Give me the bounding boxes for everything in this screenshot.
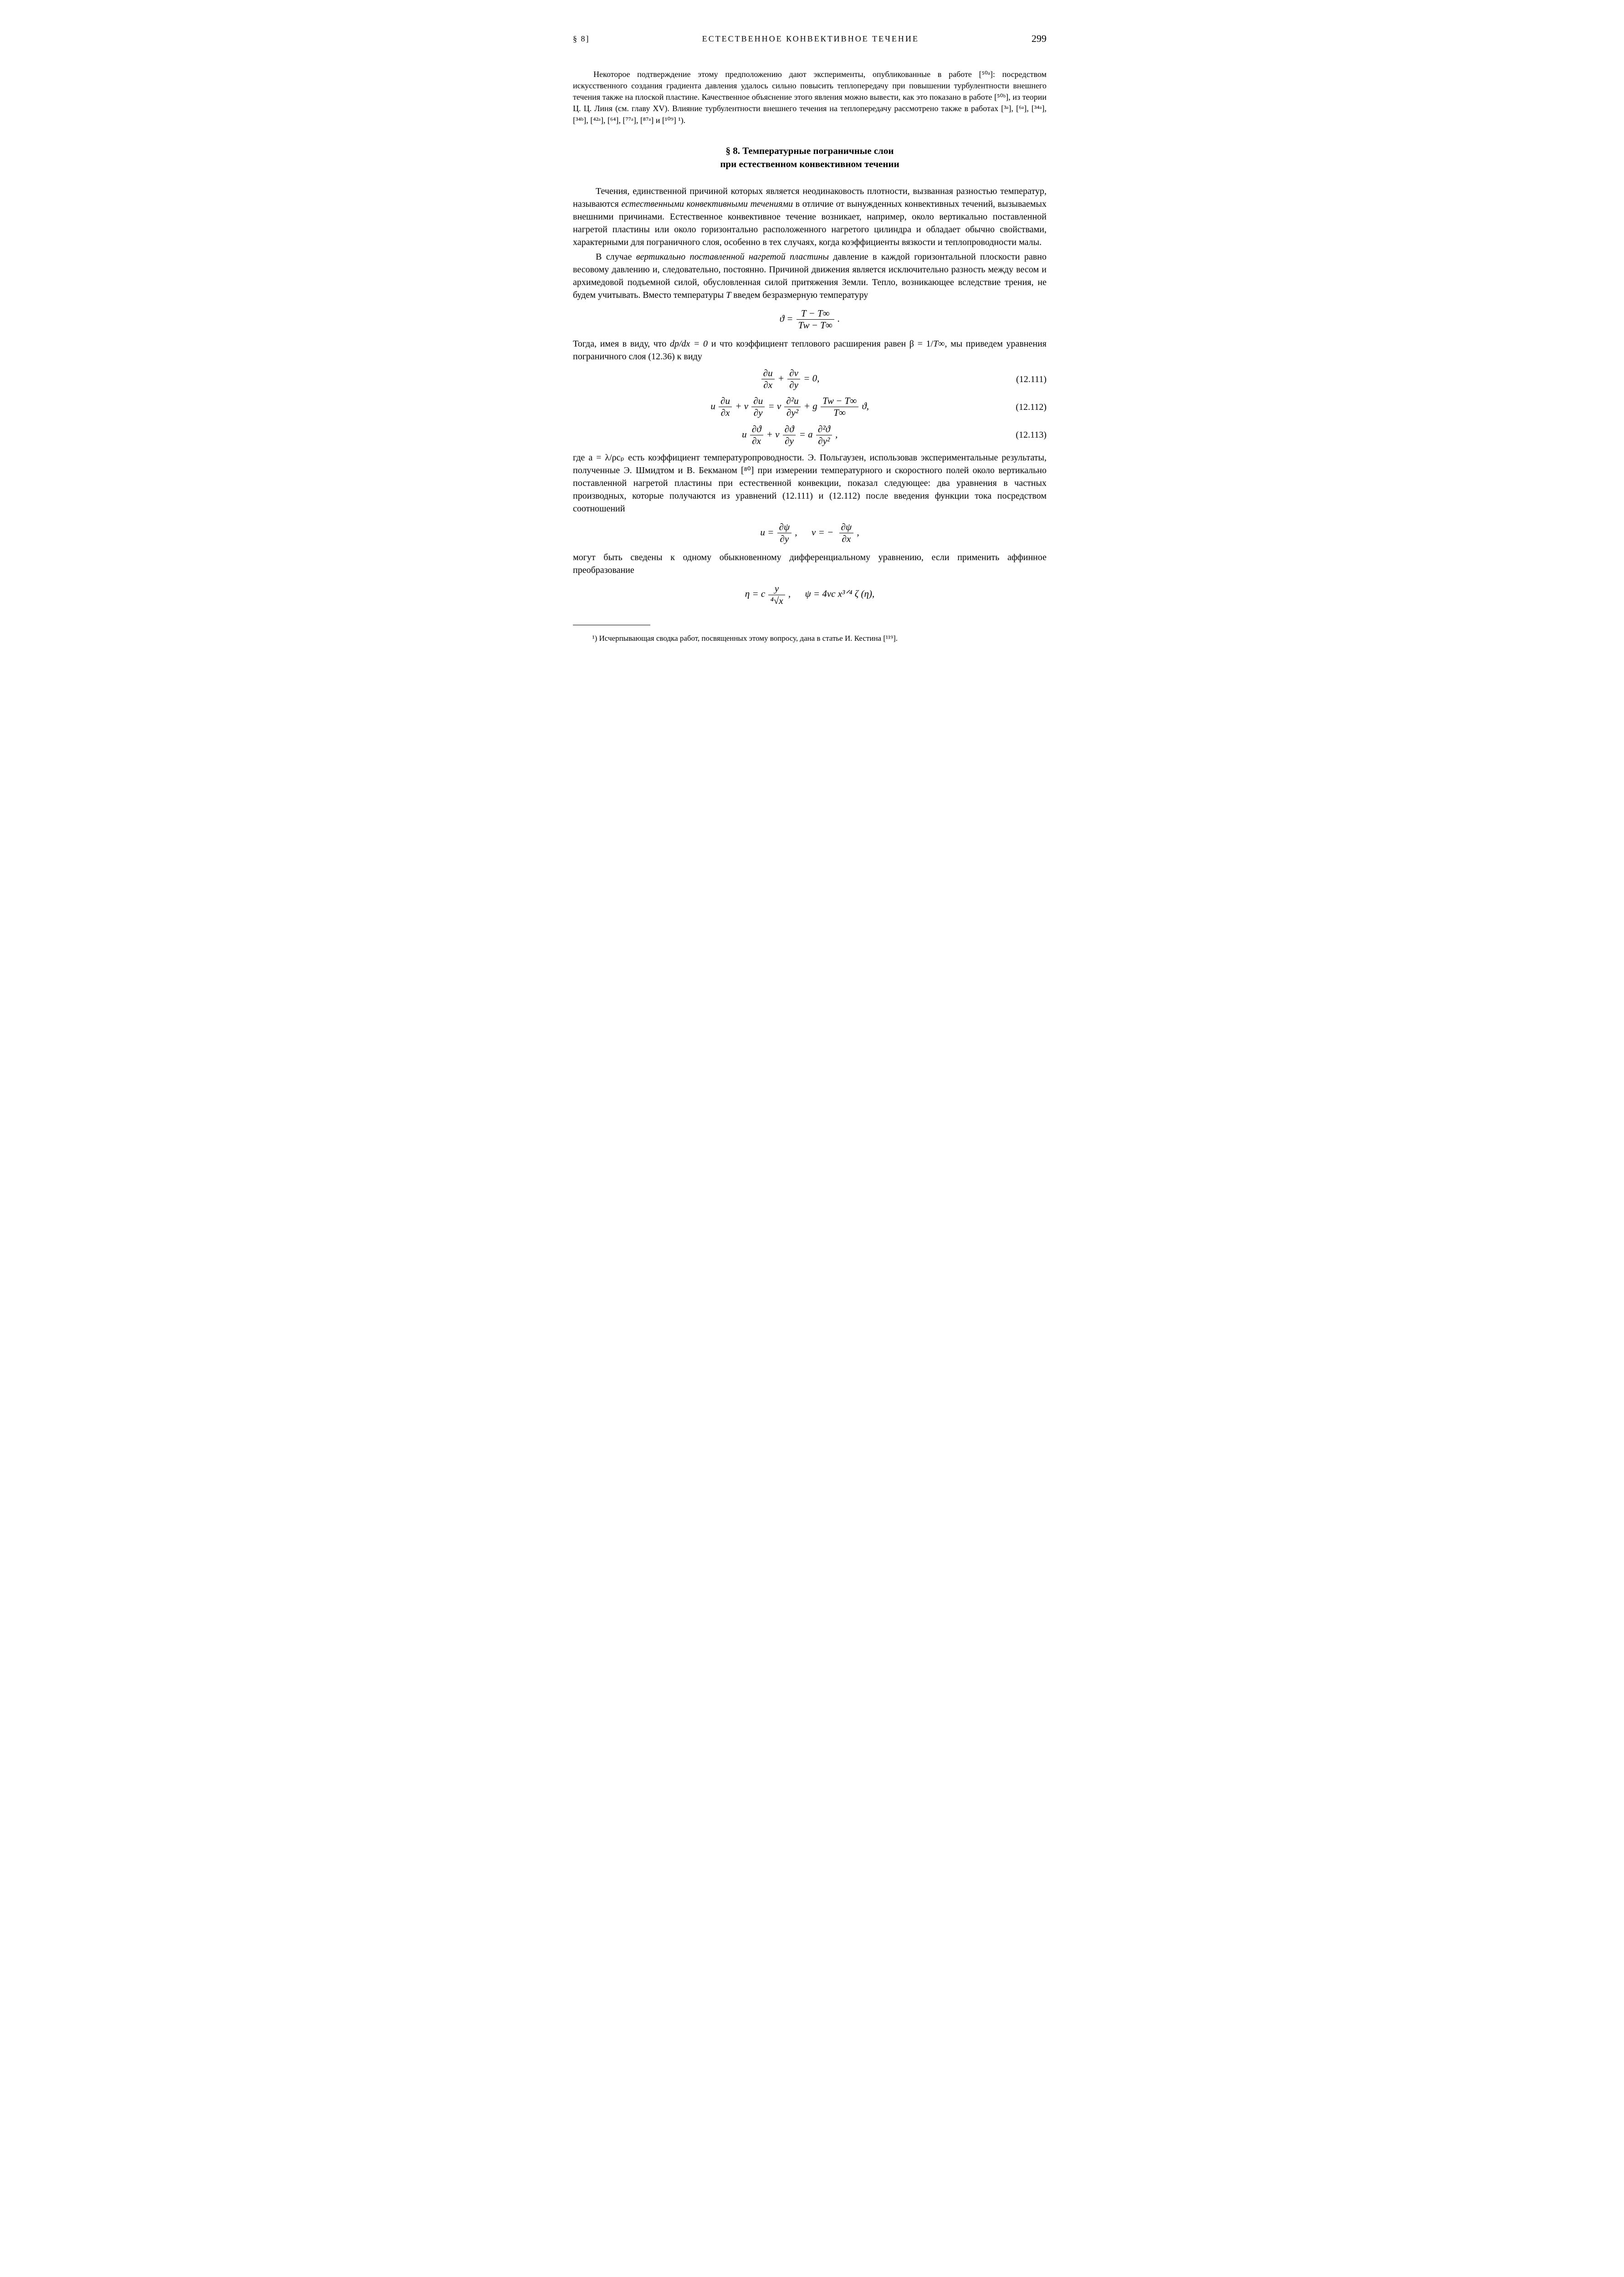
paragraph-3: Тогда, имея в виду, что dp/dx = 0 и что …	[573, 337, 1047, 363]
numerator: y	[768, 583, 785, 595]
fraction: ∂ψ ∂x	[839, 521, 853, 545]
emphasis: естественными конвективными течениями	[621, 199, 793, 209]
numerator: T − T∞	[797, 308, 834, 320]
math-inline: T	[726, 290, 731, 300]
denominator: ∂y²	[784, 407, 800, 419]
eq-tail: = 0,	[801, 373, 819, 383]
fraction: ∂²u ∂y²	[784, 395, 800, 419]
denominator: ∂y	[783, 435, 796, 447]
text-span: Тогда, имея в виду, что	[573, 339, 670, 349]
denominator: ∂y	[787, 379, 800, 391]
fraction: ∂u ∂x	[719, 395, 732, 419]
equation-number: (12.112)	[1006, 401, 1047, 414]
eq-tail: .	[835, 313, 840, 324]
math-inline: v	[744, 401, 748, 412]
fraction: Tᴡ − T∞ T∞	[821, 395, 858, 419]
equation-number: (12.111)	[1007, 373, 1047, 386]
fraction: ∂v ∂y	[787, 368, 800, 391]
op: = ν	[766, 401, 781, 412]
math-inline: η = c	[745, 588, 768, 599]
denominator: ∂y	[777, 533, 792, 545]
math-inline: u =	[760, 527, 774, 538]
denominator: ∂y²	[816, 435, 832, 447]
text-span: введем безразмерную температуру	[731, 290, 868, 300]
equation-eta: η = c y ⁴√x , ψ = 4νc x³ᐟ⁴ ζ (η),	[573, 583, 1047, 606]
equation-12-113: u ∂ϑ ∂x + v ∂ϑ ∂y = a ∂²ϑ ∂y² , (12.113)	[573, 424, 1047, 447]
numerator: ∂ψ	[777, 521, 792, 533]
numerator: ∂²ϑ	[816, 424, 832, 435]
denominator: ∂x	[719, 407, 732, 419]
math-inline: u	[710, 401, 715, 412]
text-span: В случае	[596, 252, 636, 262]
fraction: y ⁴√x	[768, 583, 785, 606]
math-inline: u	[742, 429, 747, 439]
numerator: ∂ϑ	[783, 424, 796, 435]
math-inline: , ψ = 4νc x³ᐟ⁴ ζ (η),	[786, 588, 875, 599]
op: +	[733, 401, 744, 412]
fraction: T − T∞ Tᴡ − T∞	[797, 308, 834, 331]
numerator: Tᴡ − T∞	[821, 395, 858, 407]
eq-lhs: ϑ =	[780, 313, 793, 324]
section-line-2: при естественном конвективном течении	[720, 158, 899, 169]
header-center: ЕСТЕСТВЕННОЕ КОНВЕКТИВНОЕ ТЕЧЕНИЕ	[590, 33, 1032, 45]
numerator: ∂u	[719, 395, 732, 407]
paragraph-1: Течения, единственной причиной которых я…	[573, 185, 1047, 249]
equation-12-111: ∂u ∂x + ∂v ∂y = 0, (12.111)	[573, 368, 1047, 391]
fraction: ∂ϑ ∂x	[750, 424, 763, 447]
numerator: ∂²u	[784, 395, 800, 407]
numerator: ∂ϑ	[750, 424, 763, 435]
math-inline: dp/dx = 0	[670, 339, 708, 349]
equation-number: (12.113)	[1006, 429, 1047, 441]
math-inline: v	[775, 429, 779, 439]
fraction: ∂ϑ ∂y	[783, 424, 796, 447]
denominator: ∂x	[761, 379, 775, 391]
header-left: § 8]	[573, 33, 590, 45]
denominator: T∞	[821, 407, 858, 419]
denominator: ∂x	[750, 435, 763, 447]
numerator: ∂ψ	[839, 521, 853, 533]
equation-12-112: u ∂u ∂x + v ∂u ∂y = ν ∂²u ∂y² + g Tᴡ − T…	[573, 395, 1047, 419]
fraction: ∂u ∂y	[751, 395, 765, 419]
op: + g	[802, 401, 820, 412]
section-line-1: § 8. Температурные пограничные слои	[725, 145, 894, 156]
page-number: 299	[1032, 32, 1047, 46]
paragraph-5: могут быть сведены к одному обыкновенном…	[573, 551, 1047, 577]
intro-paragraph: Некоторое подтверждение этому предположе…	[573, 69, 1047, 126]
paragraph-2: В случае вертикально поставленной нагрет…	[573, 250, 1047, 301]
numerator: ∂v	[787, 368, 800, 379]
op: +	[764, 429, 776, 439]
footnote: ¹) Исчерпывающая сводка работ, посвященн…	[573, 633, 1047, 644]
denominator: ∂y	[751, 407, 765, 419]
denominator: ⁴√x	[768, 595, 785, 607]
denominator: Tᴡ − T∞	[797, 320, 834, 331]
section-heading: § 8. Температурные пограничные слои при …	[573, 144, 1047, 171]
text-span: и что коэффициент теплового расширения р…	[708, 339, 933, 349]
fraction: ∂ψ ∂y	[777, 521, 792, 545]
denominator: ∂x	[839, 533, 853, 545]
math-inline: T∞	[933, 339, 945, 349]
emphasis: вертикально поставленной нагретой пласти…	[636, 252, 829, 262]
op: = a	[797, 429, 815, 439]
math-inline: , v = −	[792, 527, 836, 538]
eq-tail: ,	[833, 429, 838, 439]
paragraph-4: где a = λ/ρcₚ есть коэффициент температу…	[573, 451, 1047, 515]
eq-tail: ,	[854, 527, 859, 538]
math-inline: ϑ,	[859, 401, 869, 412]
numerator: ∂u	[761, 368, 775, 379]
numerator: ∂u	[751, 395, 765, 407]
equation-uv: u = ∂ψ ∂y , v = − ∂ψ ∂x ,	[573, 521, 1047, 545]
fraction: ∂²ϑ ∂y²	[816, 424, 832, 447]
fraction: ∂u ∂x	[761, 368, 775, 391]
running-header: § 8] ЕСТЕСТВЕННОЕ КОНВЕКТИВНОЕ ТЕЧЕНИЕ 2…	[573, 32, 1047, 46]
equation-theta: ϑ = T − T∞ Tᴡ − T∞ .	[573, 308, 1047, 331]
